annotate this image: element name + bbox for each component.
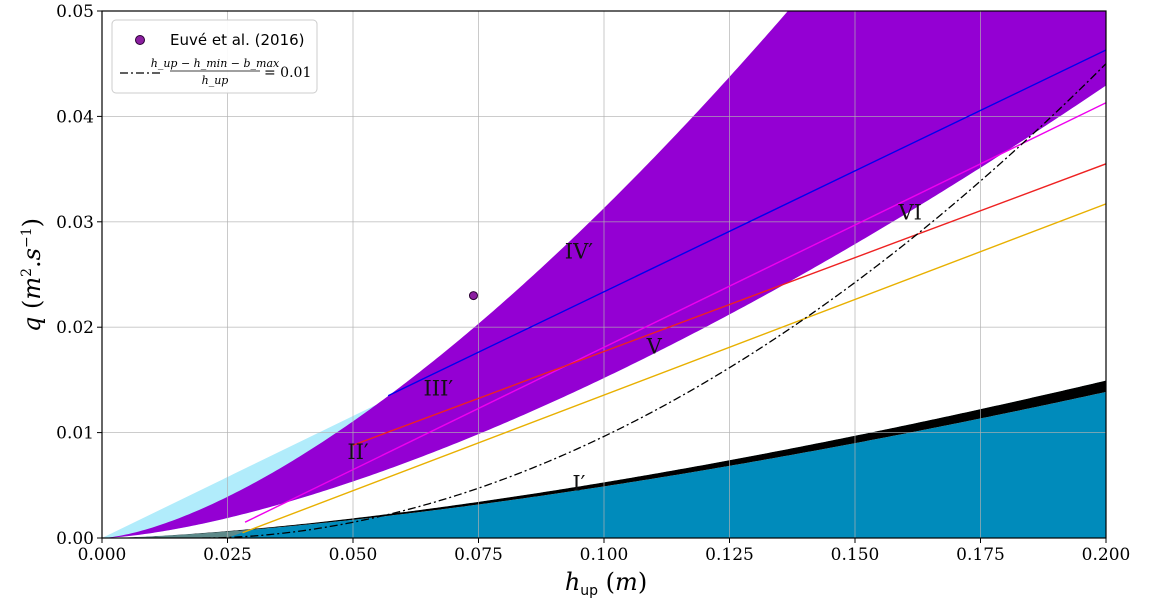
euve-data-point [468,291,478,301]
boundary-line [352,163,1106,446]
x-tick-label: 0.025 [203,545,252,565]
region-labels: I′ II′ III′ IV′ V VI [347,201,922,496]
x-tick-label: 0.200 [1082,545,1131,565]
y-axis-label: q (m2.s−1) [18,218,46,332]
boundary-line [242,203,1106,534]
y-tick-label: 0.05 [56,2,94,22]
axis-ticks: 0.000 0.025 0.050 0.075 0.100 0.125 0.150 0.175… [56,2,1130,565]
legend-frac-top: h_up − h_min − b_max [151,57,280,70]
y-tick-label: 0.03 [56,213,94,233]
plot-lines [202,49,1106,538]
grid [102,11,1106,538]
region-label: I′ [572,472,585,496]
legend-eq: = 0.01 [264,65,311,81]
legend-box [111,19,318,94]
region-label: III′ [424,377,454,401]
x-tick-label: 0.175 [956,545,1005,565]
boundary-line [387,49,1106,397]
x-tick-label: 0.125 [705,545,754,565]
region-label: IV′ [565,240,593,264]
y-tick-label: 0.02 [56,318,94,338]
legend: Euvé et al. (2016) h_up − h_min − b_max … [111,19,318,94]
legend-marker-label: Euvé et al. (2016) [170,31,305,49]
boundary-line [244,102,1106,523]
x-tick-label: 0.000 [78,545,127,565]
x-tick-label: 0.150 [831,545,880,565]
region-label: II′ [347,440,369,464]
y-tick-label: 0.00 [56,529,94,549]
y-tick-label: 0.01 [56,424,94,444]
region-label: V [646,335,663,359]
y-tick-label: 0.04 [56,107,94,127]
x-tick-label: 0.075 [454,545,503,565]
x-tick-label: 0.100 [580,545,629,565]
x-tick-label: 0.050 [329,545,378,565]
dashdot-curve [202,63,1106,538]
x-axis-label: hup (m) [565,568,647,599]
legend-frac-bottom: h_up [202,74,229,87]
legend-marker-icon [135,35,145,45]
region-label: VI [897,201,921,225]
